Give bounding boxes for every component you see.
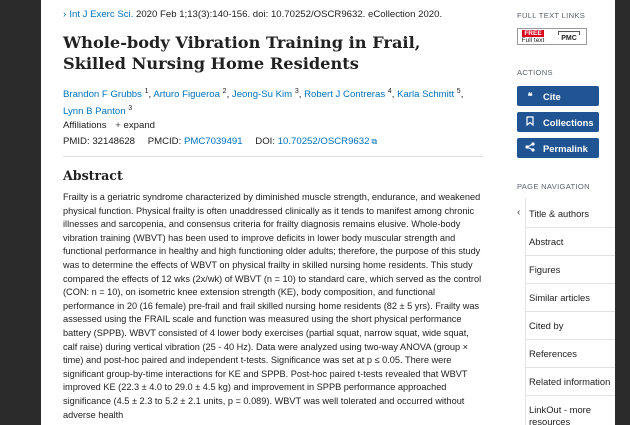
- cite-button-label: Cite: [543, 90, 561, 102]
- quote-icon: ❝: [527, 90, 533, 101]
- affiliations-toggle[interactable]: Affiliations + expand: [63, 120, 155, 131]
- abstract-text: Frailty is a geriatric syndrome characte…: [63, 192, 482, 420]
- pmc-free-full-text-link[interactable]: FREE Full text PMC: [517, 28, 587, 45]
- article-page: › Int J Exerc Sci. 2020 Feb 1;13(3):140-1…: [41, 0, 615, 425]
- author-link[interactable]: Brandon F Grubbs: [63, 89, 142, 101]
- chevron-right-icon: ›: [63, 9, 67, 20]
- pmc-logo-icon: PMC: [554, 30, 584, 43]
- nav-item-label: Related information: [529, 376, 611, 387]
- full-text-label: Full text: [521, 36, 545, 44]
- share-icon: [517, 142, 543, 154]
- page-navigation-heading: PAGE NAVIGATION: [517, 182, 590, 191]
- nav-separator: [525, 311, 615, 312]
- author-affiliation-number[interactable]: 4: [387, 88, 392, 95]
- nav-item-cited-by[interactable]: Cited by: [517, 311, 615, 339]
- nav-item-similar-articles[interactable]: Similar articles: [517, 283, 615, 311]
- free-label: FREE: [522, 29, 544, 37]
- author-link[interactable]: Robert J Contreras: [304, 89, 386, 101]
- nav-item-abstract[interactable]: Abstract: [517, 227, 615, 255]
- nav-item-label: Title & authors: [529, 208, 590, 219]
- nav-separator: [525, 367, 615, 368]
- nav-item-label: Abstract: [529, 236, 564, 247]
- cite-button[interactable]: ❝ Cite: [517, 86, 599, 106]
- journal-link[interactable]: Int J Exerc Sci.: [69, 9, 134, 20]
- author-link[interactable]: Arturo Figueroa: [153, 89, 220, 101]
- pmid-value: 32148628: [92, 136, 136, 147]
- permalink-button[interactable]: Permalink: [517, 138, 599, 158]
- author-affiliation-number[interactable]: 1: [144, 88, 149, 95]
- author-link[interactable]: Lynn B Panton: [63, 106, 126, 118]
- nav-separator: [525, 283, 615, 284]
- nav-separator: [525, 255, 615, 256]
- nav-item-title-authors[interactable]: ‹ Title & authors: [517, 199, 615, 227]
- author-link[interactable]: Karla Schmitt: [397, 89, 455, 101]
- nav-separator: [525, 227, 615, 228]
- citation-line: › Int J Exerc Sci. 2020 Feb 1;13(3):140-1…: [63, 9, 442, 20]
- author-list: Brandon F Grubbs 1, Arturo Figueroa 2, J…: [63, 88, 464, 118]
- section-divider: [63, 156, 483, 157]
- free-full-text-badge: FREE Full text: [518, 29, 548, 44]
- nav-item-linkout[interactable]: LinkOut - more resources: [517, 395, 615, 425]
- nav-item-label: References: [529, 348, 577, 359]
- citation-details: 2020 Feb 1;13(3):140-156. doi: 10.70252/…: [136, 9, 443, 20]
- collections-button[interactable]: Collections: [517, 112, 599, 132]
- nav-item-references[interactable]: References: [517, 339, 615, 367]
- abstract-heading: Abstract: [63, 168, 123, 183]
- collections-button-label: Collections: [543, 116, 594, 128]
- chevron-left-icon: ‹: [517, 207, 521, 218]
- pmid-label: PMID:: [63, 136, 90, 147]
- article-title: Whole-body Vibration Training in Frail, …: [63, 33, 421, 73]
- nav-item-label: LinkOut - more resources: [529, 404, 591, 425]
- full-text-links-heading: FULL TEXT LINKS: [517, 11, 586, 20]
- permalink-button-label: Permalink: [543, 142, 588, 154]
- author-affiliation-number[interactable]: 2: [222, 88, 227, 95]
- actions-heading: ACTIONS: [517, 68, 553, 77]
- nav-item-figures[interactable]: Figures: [517, 255, 615, 283]
- nav-item-related-information[interactable]: Related information: [517, 367, 615, 395]
- author-affiliation-number[interactable]: 3: [294, 88, 299, 95]
- plus-icon: +: [115, 120, 121, 131]
- affiliations-expand-label: expand: [123, 120, 155, 131]
- nav-item-label: Cited by: [529, 320, 564, 331]
- bookmark-icon: [517, 116, 543, 128]
- pmc-label: PMC: [561, 35, 577, 42]
- external-link-icon: ⧉: [371, 137, 378, 146]
- doi-link[interactable]: 10.70252/OSCR9632: [277, 136, 370, 147]
- affiliations-label: Affiliations: [63, 120, 107, 131]
- pmcid-link[interactable]: PMC7039491: [183, 136, 243, 147]
- article-identifiers: PMID: 32148628 PMCID: PMC7039491 DOI: 10…: [63, 136, 377, 147]
- author-link[interactable]: Jeong-Su Kim: [231, 89, 293, 101]
- doi-label: DOI:: [255, 136, 276, 147]
- author-affiliation-number[interactable]: 5: [456, 88, 461, 95]
- nav-item-label: Figures: [529, 264, 561, 275]
- nav-separator: [525, 395, 615, 396]
- nav-separator: [525, 339, 615, 340]
- pmcid-label: PMCID:: [147, 136, 182, 147]
- nav-item-label: Similar articles: [529, 292, 590, 303]
- author-affiliation-number[interactable]: 3: [128, 105, 133, 113]
